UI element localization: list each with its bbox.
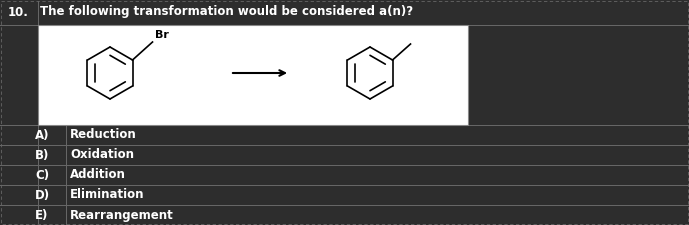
Text: A): A) xyxy=(34,128,49,142)
Bar xyxy=(38,25,468,125)
Text: Elimination: Elimination xyxy=(70,189,145,202)
Text: Addition: Addition xyxy=(70,169,126,182)
Bar xyxy=(0,145,689,146)
Text: B): B) xyxy=(35,148,49,162)
Text: Br: Br xyxy=(154,30,168,40)
Text: Oxidation: Oxidation xyxy=(70,148,134,162)
Bar xyxy=(0,165,689,166)
Text: The following transformation would be considered a(n)?: The following transformation would be co… xyxy=(40,5,413,18)
Text: E): E) xyxy=(35,209,49,221)
Text: C): C) xyxy=(35,169,49,182)
Text: D): D) xyxy=(34,189,50,202)
Text: Reduction: Reduction xyxy=(70,128,136,142)
Text: 10.: 10. xyxy=(8,5,29,18)
Text: Rearrangement: Rearrangement xyxy=(70,209,174,221)
Bar xyxy=(0,125,689,126)
